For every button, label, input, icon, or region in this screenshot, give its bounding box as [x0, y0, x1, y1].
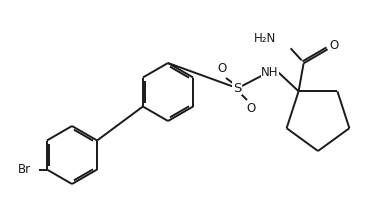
Text: H₂N: H₂N — [254, 32, 277, 45]
Text: O: O — [246, 102, 255, 115]
Text: O: O — [329, 39, 338, 52]
Text: NH: NH — [261, 66, 279, 79]
Text: Br: Br — [18, 163, 31, 176]
Text: S: S — [233, 82, 241, 94]
Text: O: O — [218, 62, 227, 76]
